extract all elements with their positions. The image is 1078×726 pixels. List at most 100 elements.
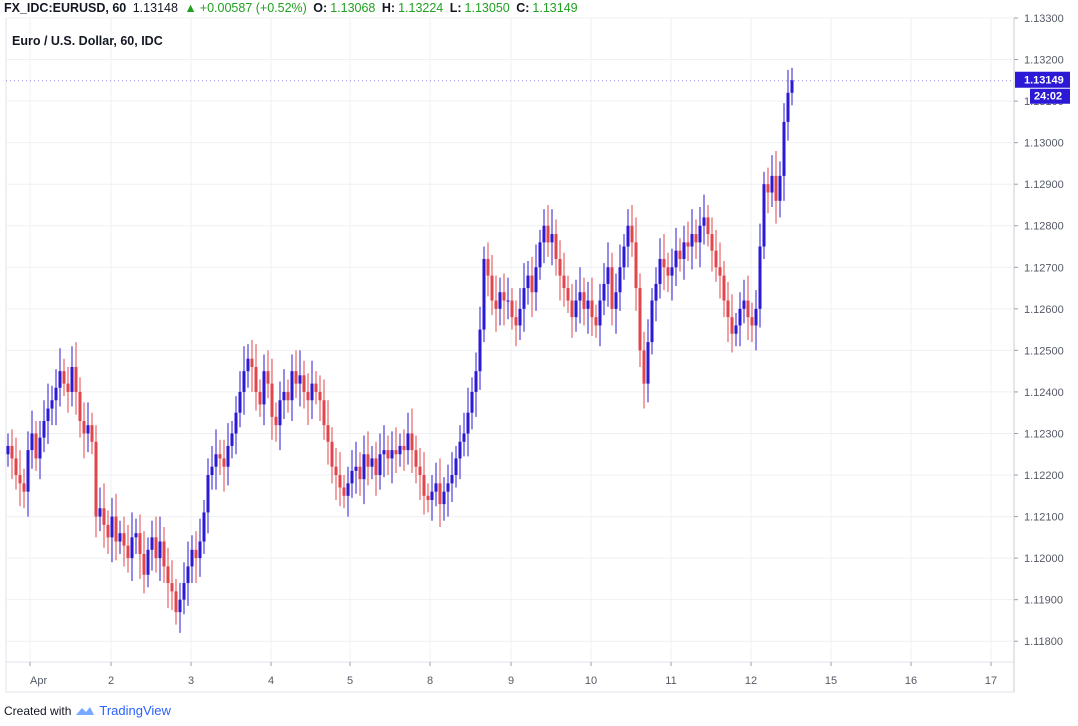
candle-body — [246, 358, 250, 372]
x-tick-label: 5 — [347, 675, 353, 687]
low-label: L: — [449, 1, 462, 15]
candle-body — [150, 537, 154, 550]
candle-body — [770, 175, 774, 193]
candle-body — [394, 450, 398, 455]
candle-body — [270, 383, 274, 417]
candle-body — [370, 458, 374, 467]
candle-body — [454, 458, 458, 476]
candle-body — [50, 400, 54, 409]
price-change: +0.00587 (+0.52%) — [199, 1, 307, 15]
candle-body — [486, 258, 490, 276]
candle-body — [726, 300, 730, 318]
candle-body — [446, 483, 450, 492]
candle-body — [506, 300, 510, 302]
candle-body — [74, 367, 78, 392]
candle-body — [662, 258, 666, 268]
y-tick-label: 1.12800 — [1024, 221, 1064, 233]
candle-body — [782, 121, 786, 176]
candle-body — [606, 267, 610, 284]
candle-body — [602, 283, 606, 301]
candle-body — [294, 371, 298, 384]
candle-body — [702, 217, 706, 226]
y-tick-label: 1.12600 — [1024, 304, 1064, 316]
x-tick-label: 10 — [585, 675, 597, 687]
candle-body — [786, 92, 790, 122]
candle-body — [130, 537, 134, 559]
candle-body — [694, 234, 698, 243]
candle-body — [530, 275, 534, 293]
candle-body — [342, 487, 346, 496]
candle-body — [282, 391, 286, 401]
candle-body — [102, 508, 106, 525]
candle-body — [306, 391, 310, 401]
candle-body — [274, 416, 278, 426]
candle-body — [778, 175, 782, 201]
y-tick-label: 1.13300 — [1024, 13, 1064, 25]
candle-body — [18, 475, 22, 484]
candle-body — [94, 441, 98, 517]
x-tick-label: 2 — [108, 675, 114, 687]
candle-body — [238, 391, 242, 413]
candle-body — [330, 441, 334, 467]
open-label: O: — [313, 1, 328, 15]
candle-body — [426, 495, 430, 500]
candle-body — [354, 466, 358, 471]
candle-body — [566, 288, 570, 301]
candle-body — [38, 437, 42, 459]
price-chart[interactable]: 1.11800 1.11900 1.12000 1.12100 1.12200 1.123… — [0, 0, 1078, 700]
candle-body — [498, 292, 502, 309]
candle-body — [398, 445, 402, 455]
candle-body — [146, 549, 150, 575]
candle-body — [174, 591, 178, 613]
candle-body — [750, 317, 754, 326]
candle-body — [598, 300, 602, 326]
candle-body — [738, 308, 742, 326]
candle-body — [378, 454, 382, 476]
candle-body — [302, 375, 306, 392]
candle-body — [558, 258, 562, 276]
candle-body — [414, 450, 418, 467]
y-tick-label: 1.13000 — [1024, 138, 1064, 150]
candle-body — [514, 317, 518, 326]
candle-body — [338, 475, 342, 488]
candle-body — [758, 246, 762, 309]
candle-body — [322, 400, 326, 426]
candle-body — [382, 450, 386, 455]
candle-body — [642, 350, 646, 384]
candle-body — [706, 217, 710, 235]
candle-body — [266, 371, 270, 384]
candle-body — [450, 475, 454, 484]
candle-body — [210, 466, 214, 476]
candle-body — [350, 470, 354, 484]
footer: Created with TradingView — [4, 703, 171, 718]
candle-body — [674, 250, 678, 268]
candle-body — [166, 566, 170, 584]
candle-body — [234, 412, 238, 434]
candle-body — [734, 325, 738, 334]
candle-body — [358, 466, 362, 480]
y-tick-label: 1.12000 — [1024, 553, 1064, 565]
candle-body — [590, 300, 594, 318]
candle-body — [722, 275, 726, 301]
last-price-label: 1.13149 — [1024, 75, 1064, 87]
time-axis: Apr 2 3 4 5 8 9 10 11 12 15 16 17 — [29, 662, 997, 687]
candle-body — [654, 283, 658, 301]
candle-body — [334, 466, 338, 476]
candle-body — [466, 412, 470, 434]
candle-body — [690, 234, 694, 247]
candle-body — [290, 371, 294, 401]
candle-body — [534, 267, 538, 293]
countdown-tag — [1030, 88, 1070, 104]
candle-body — [510, 300, 514, 318]
candle-body — [410, 433, 414, 451]
candle-body — [54, 387, 58, 401]
candle-body — [138, 533, 142, 554]
footer-brand[interactable]: TradingView — [99, 703, 171, 718]
candle-body — [610, 267, 614, 309]
candle-body — [230, 433, 234, 446]
tradingview-logo-icon — [76, 706, 95, 715]
candle-body — [582, 292, 586, 309]
x-tick-label: 17 — [985, 675, 997, 687]
chart-title: Euro / U.S. Dollar, 60, IDC — [12, 34, 163, 48]
candle-body — [422, 475, 426, 496]
